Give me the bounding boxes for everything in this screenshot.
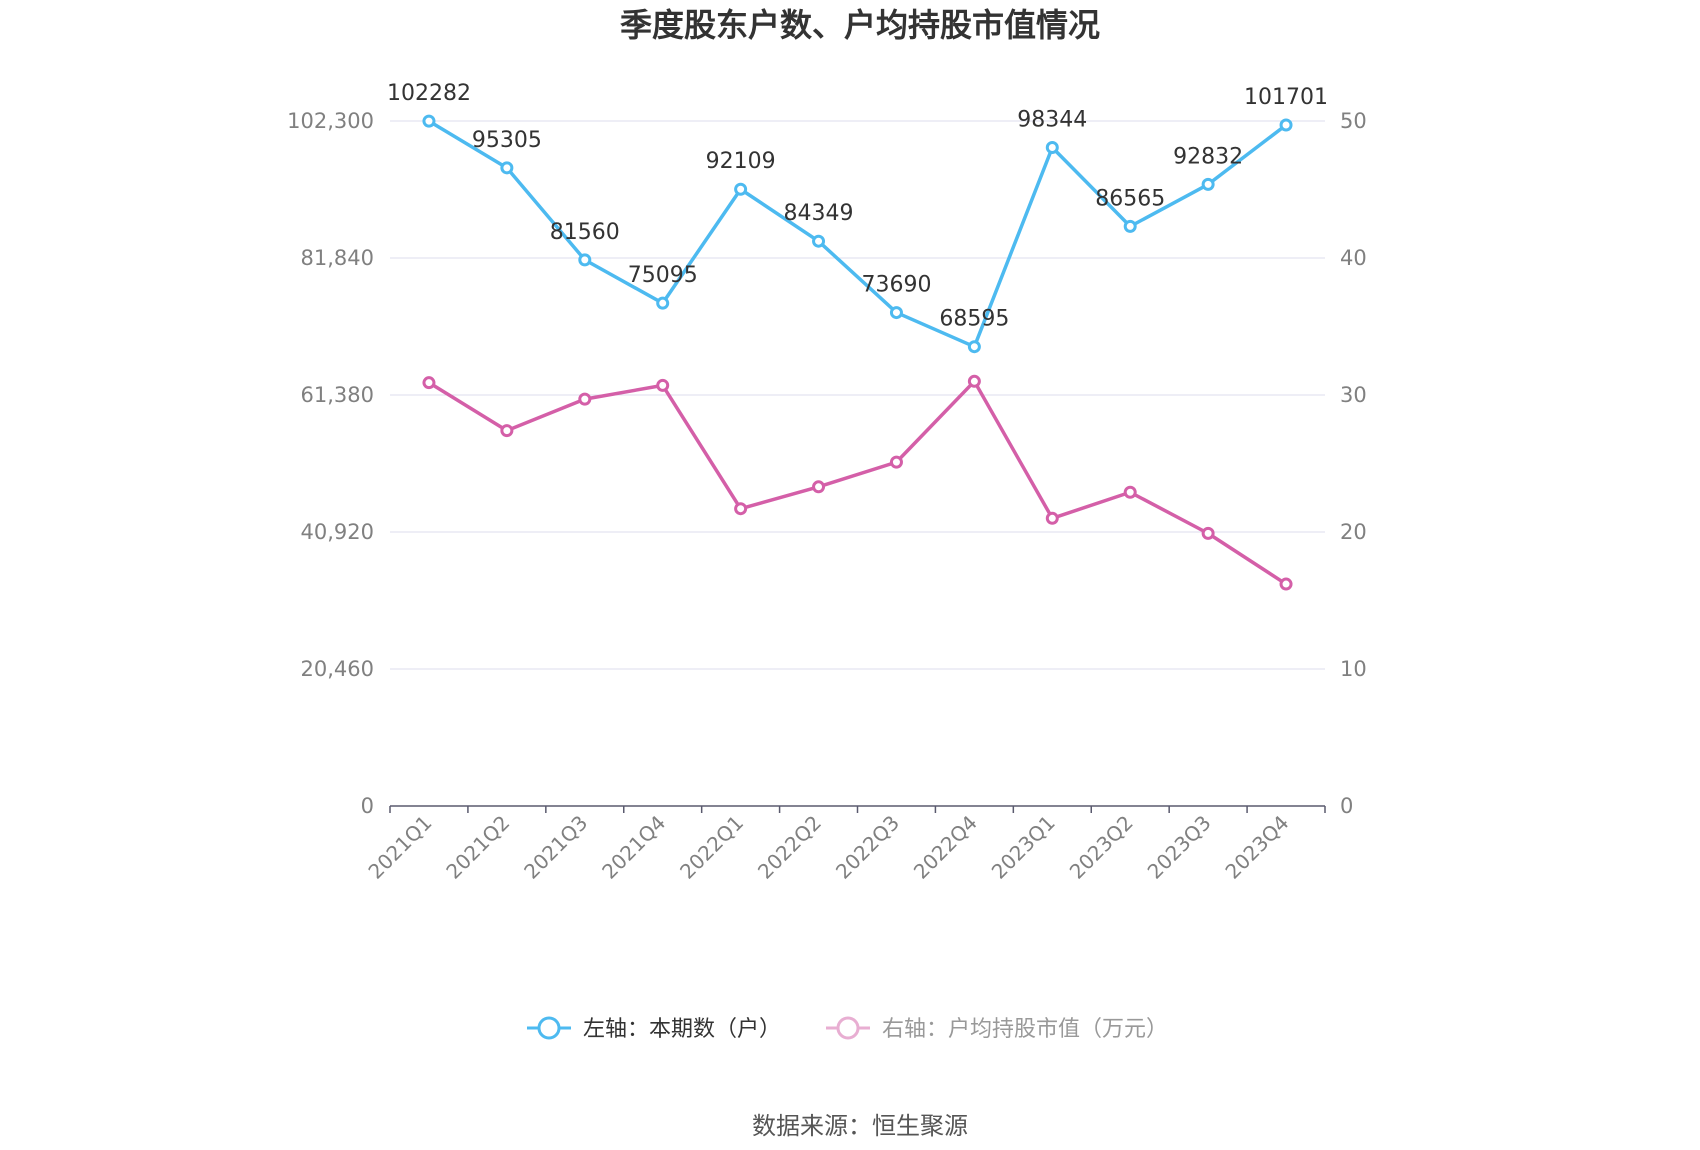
data-label: 86565	[1095, 186, 1165, 211]
data-point-1[interactable]	[967, 374, 981, 388]
legend[interactable]: 左轴：本期数（户） 右轴：户均持股市值（万元）	[527, 1016, 1168, 1042]
left-tick-label: 40,920	[301, 520, 374, 544]
data-point-0[interactable]	[1279, 118, 1293, 132]
grid-lines	[390, 120, 1325, 670]
data-label: 101701	[1244, 85, 1328, 110]
right-tick-label: 10	[1340, 657, 1367, 681]
legend-marker-households	[537, 1016, 561, 1040]
data-point-1[interactable]	[656, 378, 670, 392]
legend-marker-avg-value	[836, 1016, 860, 1040]
right-tick-label: 30	[1340, 383, 1367, 407]
x-tick-label: 2023Q4	[1220, 811, 1293, 884]
data-point-1[interactable]	[734, 502, 748, 516]
data-point-1[interactable]	[1123, 485, 1137, 499]
data-point-0[interactable]	[1201, 177, 1215, 191]
data-point-1[interactable]	[1045, 511, 1059, 525]
data-point-0[interactable]	[812, 234, 826, 248]
data-point-1[interactable]	[889, 455, 903, 469]
left-tick-label: 0	[361, 794, 374, 818]
data-point-0[interactable]	[734, 182, 748, 196]
data-point-1[interactable]	[422, 376, 436, 390]
x-tick-label: 2023Q1	[987, 811, 1060, 884]
x-tick-label: 2021Q3	[519, 811, 592, 884]
left-tick-label: 61,380	[301, 383, 374, 407]
x-tick-label: 2023Q2	[1065, 811, 1138, 884]
data-point-0[interactable]	[967, 340, 981, 354]
data-label: 68595	[939, 307, 1009, 332]
data-label: 95305	[472, 128, 542, 153]
x-tick-label: 2021Q2	[441, 811, 514, 884]
x-tick-label: 2021Q1	[363, 811, 436, 884]
right-tick-label: 40	[1340, 246, 1367, 270]
x-tick-label: 2022Q1	[675, 811, 748, 884]
right-axis-ticks: 0 10 20 30 40 50	[1340, 109, 1367, 818]
left-axis-ticks: 0 20,460 40,920 61,380 81,840 102,300	[287, 109, 374, 818]
data-point-0[interactable]	[889, 306, 903, 320]
data-point-1[interactable]	[1279, 577, 1293, 591]
legend-item-households[interactable]: 左轴：本期数（户）	[527, 1016, 781, 1042]
data-point-1[interactable]	[1201, 526, 1215, 540]
series-line-1	[428, 379, 1287, 586]
data-label: 102282	[387, 81, 471, 106]
legend-label-households: 左轴：本期数（户）	[583, 1017, 781, 1042]
data-point-0[interactable]	[1123, 219, 1137, 233]
data-label: 98344	[1017, 107, 1087, 132]
data-point-1[interactable]	[812, 480, 826, 494]
x-tick-label: 2021Q4	[597, 811, 670, 884]
legend-label-avg-value: 右轴：户均持股市值（万元）	[882, 1017, 1168, 1042]
x-tick-label: 2022Q3	[831, 811, 904, 884]
left-tick-label: 81,840	[301, 246, 374, 270]
data-point-1[interactable]	[500, 424, 514, 438]
data-label: 92109	[706, 149, 776, 174]
data-point-0[interactable]	[500, 161, 514, 175]
data-point-1[interactable]	[578, 392, 592, 406]
legend-item-avg-value[interactable]: 右轴：户均持股市值（万元）	[826, 1016, 1168, 1042]
data-label: 92832	[1173, 144, 1243, 169]
data-label: 75095	[628, 263, 698, 288]
left-tick-label: 102,300	[287, 109, 374, 133]
right-tick-label: 20	[1340, 520, 1367, 544]
data-point-0[interactable]	[656, 296, 670, 310]
x-tick-label: 2022Q2	[753, 811, 826, 884]
data-point-0[interactable]	[578, 253, 592, 267]
right-tick-label: 0	[1340, 794, 1353, 818]
data-point-0[interactable]	[422, 114, 436, 128]
data-label: 73690	[861, 273, 931, 298]
data-label: 81560	[550, 220, 620, 245]
data-label: 84349	[784, 201, 854, 226]
x-axis: 2021Q1 2021Q2 2021Q3 2021Q4 2022Q1 2022Q2 2022…	[363, 805, 1326, 884]
chart-title: 季度股东户数、户均持股市值情况	[620, 6, 1100, 44]
right-tick-label: 50	[1340, 109, 1367, 133]
left-tick-label: 20,460	[301, 657, 374, 681]
series-layer	[422, 114, 1293, 591]
x-tick-label: 2022Q4	[909, 811, 982, 884]
data-point-0[interactable]	[1045, 140, 1059, 154]
series-line-0	[428, 119, 1288, 349]
x-tick-label: 2023Q3	[1143, 811, 1216, 884]
data-source: 数据来源：恒生聚源	[752, 1112, 968, 1140]
